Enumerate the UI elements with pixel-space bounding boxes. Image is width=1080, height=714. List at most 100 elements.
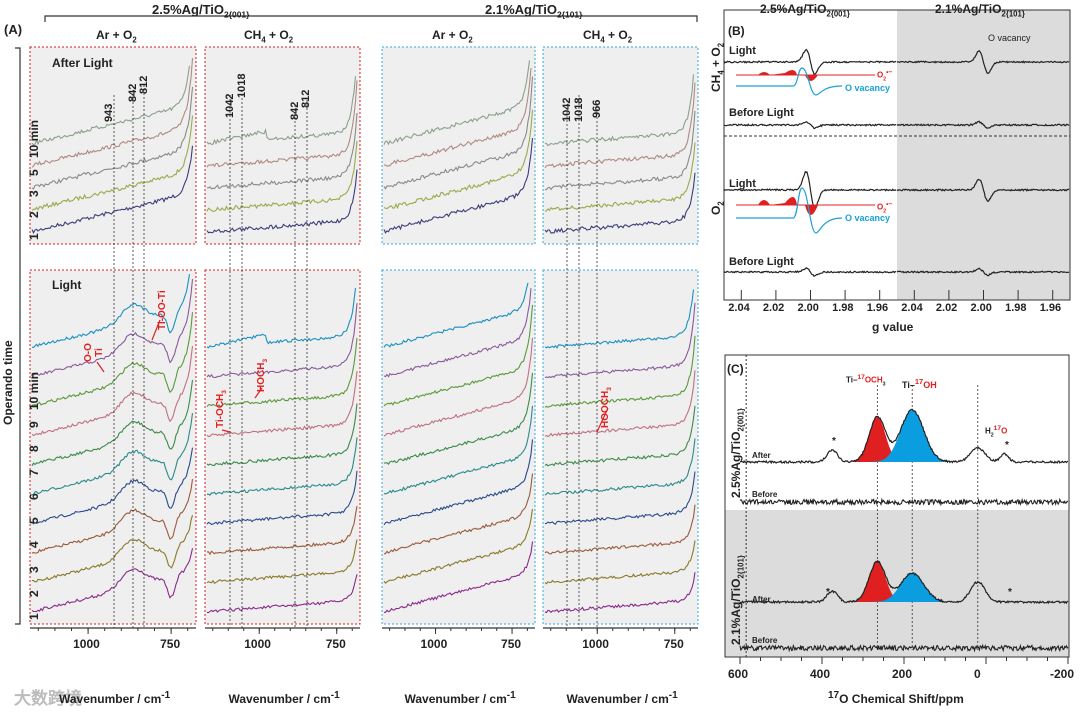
epr-curve-before-light <box>896 120 1070 129</box>
b-ovac-gray: O vacancy <box>988 33 1031 43</box>
c-label-tioh: Ti–17OH <box>902 377 937 390</box>
spectrum-curve-light-8 <box>31 312 194 406</box>
spectrum-curve-light-6 <box>544 405 696 467</box>
spectrum-curve-after-1 <box>31 145 194 235</box>
panel-a-frame <box>29 46 197 245</box>
epr-curve-light <box>723 170 897 209</box>
x-axis-label-sup: -1 <box>506 690 516 701</box>
watermark: 大数跨境 <box>14 689 82 708</box>
c-label-h2o: H217O <box>985 425 1008 439</box>
b-header-001: 2.5%Ag/TiO2{001} <box>760 2 850 19</box>
b-x-tick-label: 1.96 <box>1039 302 1062 314</box>
b-o2minus-2: O2•− <box>877 201 893 215</box>
b-xlabel: g value <box>872 320 914 334</box>
b-o2minus-1: O2•− <box>877 69 893 83</box>
epr-curve-before-light <box>723 120 897 130</box>
peak-1018c: 1018 <box>573 97 585 122</box>
peak-1042: 1042 <box>224 93 236 118</box>
spectrum-curve-light-9 <box>206 303 358 378</box>
c-x-tick-label: 200 <box>892 667 913 681</box>
time-light-6: 6 <box>27 493 41 500</box>
spectrum-curve-after-2 <box>383 109 534 210</box>
panel-a-frame <box>204 269 361 625</box>
spectrum-curve-light-2 <box>206 539 358 585</box>
c-label-tioch3: Ti–17OCH3 <box>846 374 886 388</box>
x-tick-label-1000: 1000 <box>582 637 609 651</box>
b-x-tick-label: 2.02 <box>935 302 958 314</box>
b-x-tick-label: 2.00 <box>970 302 992 314</box>
x-tick-label-1000: 1000 <box>73 637 100 651</box>
spectrum-curve-light-2 <box>32 515 194 583</box>
c-xlabel: 17O Chemical Shift/ppm <box>828 690 964 706</box>
spectrum-curve-light-9 <box>31 278 194 378</box>
nmr-curve-before <box>739 497 1069 507</box>
spectrum-curve-light-4 <box>383 439 534 526</box>
spectrum-curve-after-4 <box>383 67 532 167</box>
annotation-ti-oo-ti: Ti-OO-Ti <box>157 290 168 330</box>
time-after-2: 2 <box>27 211 41 218</box>
x-axis-label-sup: -1 <box>161 690 171 701</box>
annotation-ti-och3: Ti-OCH3 <box>215 390 228 428</box>
time-light-2: 2 <box>27 590 41 597</box>
annotation-arrow <box>96 361 105 373</box>
time-light-1: 1 <box>27 613 41 620</box>
panel-a-frame <box>29 269 197 625</box>
spectrum-curve-light-8 <box>206 337 358 408</box>
spectrum-curve-light-6 <box>383 372 534 465</box>
spectrum-curve-light-1 <box>206 574 358 614</box>
panel-a-frame <box>542 46 699 245</box>
spectrum-curve-after-5 <box>383 60 531 146</box>
x-axis-label-sup: -1 <box>668 690 678 701</box>
peak-943: 943 <box>103 103 115 122</box>
panel-a-frame <box>542 269 699 625</box>
spectrum-curve-light-4 <box>544 471 696 525</box>
epr-curve-light <box>896 49 1070 74</box>
time-light-10: 10 min <box>27 371 41 410</box>
peak-1042c: 1042 <box>561 97 573 122</box>
c-x-tick-label: 0 <box>974 667 981 681</box>
spectrum-curve-light-9 <box>383 288 532 378</box>
b-row-o2: O2 <box>709 201 726 215</box>
b-x-tick-label: 2.00 <box>797 302 819 314</box>
time-light-7: 7 <box>27 469 41 476</box>
time-light-5: 5 <box>27 517 41 524</box>
nmr-curve-before <box>739 643 1069 653</box>
spectrum-curve-light-6 <box>206 403 358 466</box>
spectrum-curve-after-4 <box>544 82 696 169</box>
c-star-1: * <box>832 436 836 447</box>
peak-1018: 1018 <box>236 73 248 98</box>
gas-ch4-101: CH4 + O2 <box>583 28 633 45</box>
o-vacancy-component <box>736 187 843 234</box>
annotation-hooch3: HOOCH3 <box>600 387 613 428</box>
x-tick-label-750: 750 <box>663 637 684 651</box>
spectrum-curve-after-1 <box>206 169 358 234</box>
epr-curve-before-light <box>896 267 1070 277</box>
b-x-tick-label: 1.98 <box>832 302 854 314</box>
c-star-3: * <box>826 587 830 598</box>
o2-minus-component <box>758 196 818 215</box>
light-label: Light <box>52 278 82 292</box>
ti-oh-component <box>740 573 1068 602</box>
o2-minus-component <box>758 69 818 81</box>
panel-c-gray-region <box>725 510 1069 657</box>
panel-b-gray-region <box>897 10 1070 300</box>
peak-812b: 812 <box>300 89 312 108</box>
annotation-arrow <box>151 319 161 341</box>
peak-812: 812 <box>138 75 150 94</box>
x-tick-label-750: 750 <box>160 637 181 651</box>
spectrum-curve-light-5 <box>544 438 696 496</box>
spectrum-curve-light-9 <box>544 302 696 379</box>
panel-a-frame <box>381 269 536 625</box>
spectrum-curve-light-3 <box>31 479 194 554</box>
spectrum-curve-light-8 <box>383 304 534 407</box>
x-axis-label-text: Wavenumber / cm <box>228 692 331 706</box>
spectrum-curve-light-7 <box>206 371 358 438</box>
spectrum-curve-light-7 <box>383 337 534 437</box>
spectrum-curve-light-2 <box>544 540 696 585</box>
spectrum-curve-after-1 <box>383 137 534 234</box>
nmr-curve-after <box>739 559 1069 605</box>
o-vacancy-component <box>736 67 843 96</box>
spectrum-curve-light-4 <box>31 447 194 525</box>
